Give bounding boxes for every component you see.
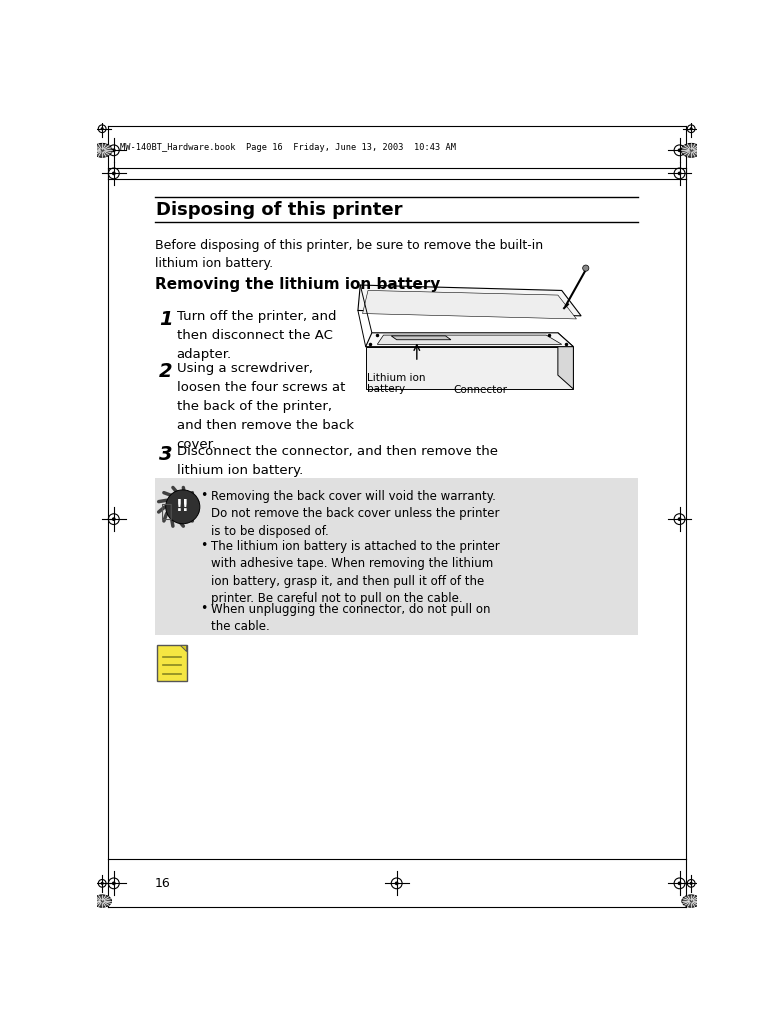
Circle shape (112, 173, 115, 175)
Text: MW-140BT_Hardware.book  Page 16  Friday, June 13, 2003  10:43 AM: MW-140BT_Hardware.book Page 16 Friday, J… (120, 144, 456, 152)
FancyBboxPatch shape (159, 647, 188, 683)
Text: !!: !! (176, 499, 190, 514)
FancyBboxPatch shape (157, 646, 187, 681)
Text: Turn off the printer, and
then disconnect the AC
adapter.: Turn off the printer, and then disconnec… (176, 309, 336, 361)
Text: The lithium ion battery is attached to the printer
with adhesive tape. When remo: The lithium ion battery is attached to t… (211, 540, 499, 605)
Ellipse shape (93, 895, 111, 908)
Ellipse shape (92, 143, 112, 157)
Text: •: • (200, 602, 207, 615)
Polygon shape (365, 333, 574, 346)
Polygon shape (358, 285, 581, 316)
Text: Disposing of this printer: Disposing of this printer (156, 200, 403, 219)
Circle shape (678, 882, 681, 884)
Text: •: • (200, 539, 207, 552)
Text: 16: 16 (155, 877, 170, 890)
Circle shape (101, 127, 103, 130)
Polygon shape (558, 333, 574, 389)
Text: Connector: Connector (454, 386, 507, 395)
Text: When unplugging the connector, do not pull on
the cable.: When unplugging the connector, do not pu… (211, 602, 490, 633)
Text: Lithium ion
battery: Lithium ion battery (367, 373, 426, 395)
FancyBboxPatch shape (155, 478, 639, 635)
Circle shape (678, 518, 681, 520)
Circle shape (396, 882, 398, 884)
Text: Using a screwdriver,
loosen the four screws at
the back of the printer,
and then: Using a screwdriver, loosen the four scr… (176, 362, 354, 451)
Text: Before disposing of this printer, be sure to remove the built-in
lithium ion bat: Before disposing of this printer, be sur… (155, 238, 543, 270)
Text: Removing the back cover will void the warranty.
Do not remove the back cover unl: Removing the back cover will void the wa… (211, 490, 499, 538)
Text: •: • (200, 489, 207, 502)
Text: Removing the lithium ion battery: Removing the lithium ion battery (155, 278, 440, 292)
Circle shape (112, 518, 115, 520)
Circle shape (690, 882, 692, 884)
Circle shape (112, 882, 115, 884)
Polygon shape (362, 291, 577, 319)
Ellipse shape (681, 143, 701, 157)
Text: 1: 1 (159, 309, 173, 329)
Polygon shape (377, 335, 562, 344)
Polygon shape (365, 346, 574, 389)
Circle shape (166, 490, 200, 523)
Text: 3: 3 (159, 445, 173, 465)
Polygon shape (180, 646, 187, 652)
Circle shape (678, 173, 681, 175)
Ellipse shape (682, 895, 700, 908)
Circle shape (112, 149, 115, 151)
Circle shape (583, 265, 589, 271)
Polygon shape (391, 336, 451, 339)
Circle shape (678, 149, 681, 151)
Circle shape (101, 882, 103, 884)
Text: Disconnect the connector, and then remove the
lithium ion battery.: Disconnect the connector, and then remov… (176, 445, 498, 477)
Text: 2: 2 (159, 362, 173, 381)
Circle shape (690, 127, 692, 130)
Text: 👍: 👍 (162, 502, 173, 521)
